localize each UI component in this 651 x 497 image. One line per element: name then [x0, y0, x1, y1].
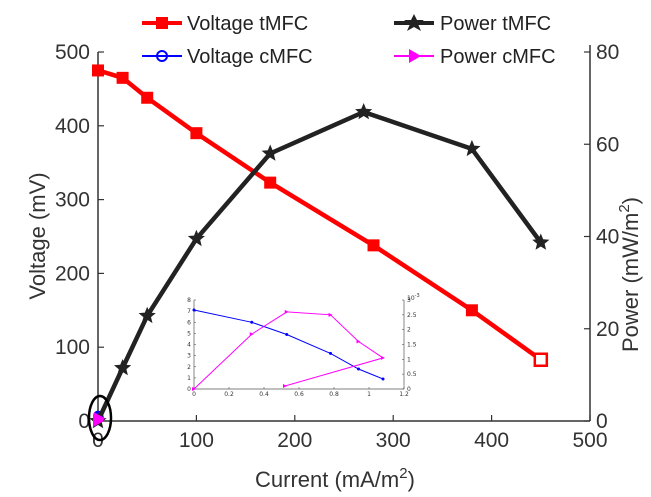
- x-tick-label: 300: [376, 429, 411, 452]
- axes: 0 100 200 300 400 500010020030040050002040608…: [55, 41, 619, 452]
- inset-y-left-tick-label: 5: [187, 330, 191, 337]
- inset-y-right-tick-label: 0.5: [407, 371, 417, 378]
- data-point-voltage-tmfc: [367, 239, 380, 252]
- x-axis-label: Current (mA/m2): [255, 465, 415, 492]
- inset-background: [194, 300, 404, 389]
- series-layer: [89, 64, 550, 429]
- x-tick-label: 400: [474, 429, 509, 452]
- inset-data-point-power-cmfc: [192, 387, 196, 391]
- data-point-voltage-tmfc: [264, 176, 277, 189]
- inset-y-right-tick-label: 0: [407, 386, 411, 393]
- x-tick-label: 500: [572, 429, 607, 452]
- y-left-tick-label: 300: [55, 189, 90, 212]
- inset-y-left-tick-label: 8: [187, 297, 191, 304]
- inset-data-point-voltage-cmfc: [357, 367, 360, 371]
- legend-label-voltage-cmfc: Voltage cMFC: [187, 46, 313, 68]
- y-right-tick-label: 80: [596, 41, 619, 64]
- y-left-tick-label: 100: [55, 336, 90, 359]
- data-point-voltage-tmfc: [465, 304, 478, 317]
- inset-x-tick-label: 0.6: [294, 391, 304, 398]
- inset-y-left-tick-label: 1: [187, 375, 191, 382]
- y-left-tick-label: 0: [78, 410, 90, 433]
- inset-data-point-voltage-cmfc: [329, 351, 332, 355]
- origin-highlight-ellipse: [87, 394, 113, 442]
- inset-y-left-tick-label: 6: [187, 319, 191, 326]
- inset-series-line-voltage-cmfc: [193, 309, 384, 380]
- inset-y-right-tick-label: 2: [407, 327, 411, 334]
- inset-data-point-voltage-cmfc: [381, 377, 385, 381]
- series-power-cmfc: [93, 412, 105, 427]
- inset-y-right-tick-label: 1.5: [407, 342, 417, 349]
- inset-right-exponent: 10-3: [407, 293, 420, 302]
- data-point-power-tmfc: [463, 139, 481, 157]
- inset-y-left-tick-label: 4: [187, 342, 191, 349]
- data-point-voltage-tmfc: [116, 71, 129, 84]
- data-point-voltage-tmfc: [92, 64, 104, 77]
- legend-entry-voltage-tmfc: Voltage tMFC: [142, 13, 308, 35]
- legend: Voltage tMFC Voltage cMFC Power tMFC Pow…: [142, 13, 556, 68]
- inset-data-point-power-cmfc: [356, 339, 361, 344]
- inset-series-voltage-cmfc: [192, 308, 385, 381]
- right-y-axis-label: Power (mW/m2): [616, 197, 643, 352]
- inset-x-tick-label: 1: [367, 391, 371, 398]
- data-point-power-tmfc: [187, 229, 205, 247]
- legend-entry-voltage-cmfc: Voltage cMFC: [142, 46, 313, 68]
- y-right-tick-label: 0: [596, 410, 608, 433]
- inset-y-left-tick-label: 2: [187, 364, 191, 371]
- inset-chart: 0 0.2 0.4 0.6 0.8 1 1.201234567800.511.522.53 …: [187, 293, 419, 398]
- y-right-tick-label: 40: [596, 226, 619, 249]
- inset-data-point-power-cmfc: [249, 332, 254, 337]
- y-right-tick-label: 20: [596, 318, 619, 341]
- y-left-tick-label: 200: [55, 262, 90, 285]
- inset-y-left-tick-label: 7: [187, 308, 191, 315]
- inset-x-tick-label: 0.8: [329, 391, 339, 398]
- series-voltage-tmfc: [92, 64, 549, 367]
- legend-label-power-tmfc: Power tMFC: [440, 13, 551, 35]
- data-point-power-tmfc: [114, 359, 132, 376]
- inset-data-point-voltage-cmfc: [192, 308, 196, 312]
- legend-entry-power-tmfc: Power tMFC: [394, 13, 551, 35]
- inset-x-tick-label: 0.2: [224, 391, 234, 398]
- data-point-voltage-tmfc: [533, 352, 549, 367]
- inset-y-right-tick-label: 3: [407, 297, 411, 304]
- inset-y-left-tick-label: 3: [187, 353, 191, 360]
- inset-data-point-power-cmfc: [381, 355, 385, 360]
- y-left-tick-label: 500: [55, 41, 90, 64]
- y-left-tick-label: 400: [55, 115, 90, 138]
- inset-x-tick-label: 0.4: [259, 391, 269, 398]
- y-right-tick-label: 60: [596, 133, 619, 156]
- data-point-power-tmfc: [261, 144, 279, 161]
- inset-y-right-tick-label: 2.5: [407, 312, 417, 319]
- data-point-voltage-tmfc: [190, 127, 203, 140]
- data-point-power-tmfc: [355, 103, 373, 120]
- inset-data-point-voltage-cmfc: [285, 332, 289, 336]
- inset-x-tick-label: 1.2: [399, 391, 409, 398]
- inset-x-tick-label: 0: [192, 391, 196, 398]
- left-y-axis-label: Voltage (mV): [25, 172, 50, 299]
- tick-layer: 0 100 200 300 400 500010020030040050002040608…: [55, 41, 619, 452]
- inset-data-point-power-cmfc: [283, 384, 287, 389]
- inset-y-left-tick-label: 0: [187, 386, 191, 393]
- inset-data-point-power-cmfc: [284, 309, 289, 314]
- data-point-power-cmfc: [93, 412, 105, 425]
- data-point-voltage-tmfc: [141, 91, 154, 104]
- x-tick-label: 100: [179, 429, 214, 452]
- data-point-power-tmfc: [138, 306, 156, 324]
- legend-entry-power-cmfc: Power cMFC: [394, 46, 556, 68]
- inset-series-power-cmfc: [192, 309, 385, 391]
- x-tick-label: 200: [277, 429, 312, 452]
- legend-label-voltage-tmfc: Voltage tMFC: [187, 13, 308, 35]
- inset-y-right-tick-label: 1: [407, 356, 411, 363]
- legend-label-power-cmfc: Power cMFC: [440, 46, 556, 68]
- data-point-power-tmfc: [532, 233, 550, 250]
- inset-data-point-power-cmfc: [328, 312, 333, 317]
- inset-data-point-voltage-cmfc: [250, 320, 254, 324]
- series-line-power-tmfc: [95, 109, 543, 422]
